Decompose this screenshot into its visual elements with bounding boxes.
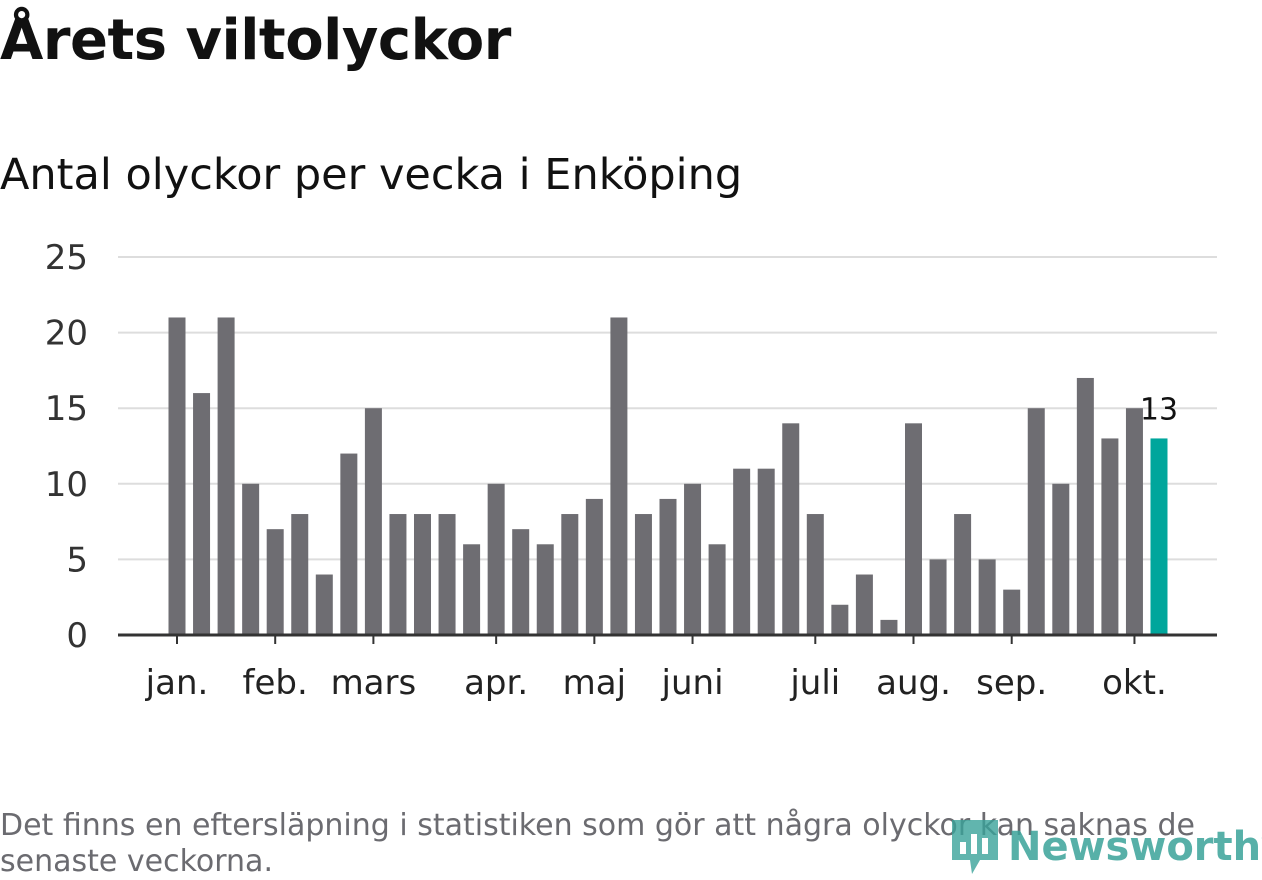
bar — [733, 468, 751, 635]
bar — [684, 483, 702, 635]
bar — [463, 544, 481, 635]
x-tick-label: feb. — [243, 663, 308, 703]
bar — [1125, 408, 1143, 635]
bar — [315, 574, 333, 635]
bar — [1052, 483, 1070, 635]
newsworthy-logo: Newsworthy — [950, 816, 1262, 878]
bar — [855, 574, 873, 635]
x-tick-label: mars — [331, 663, 417, 703]
bar — [929, 559, 947, 635]
bar — [536, 544, 554, 635]
y-tick-label: 20 — [45, 314, 88, 354]
bar — [782, 423, 800, 635]
bar — [610, 317, 628, 635]
bar — [708, 544, 726, 635]
bar — [954, 514, 972, 635]
bar — [389, 514, 407, 635]
bar — [217, 317, 235, 635]
x-tick-label: juli — [789, 663, 840, 703]
bar — [1076, 377, 1094, 635]
bar — [634, 514, 652, 635]
bar — [1003, 589, 1021, 635]
y-tick-label: 15 — [45, 389, 88, 429]
y-tick-label: 25 — [45, 238, 88, 278]
bar — [193, 393, 211, 635]
x-axis — [118, 633, 1217, 644]
bar — [978, 559, 996, 635]
bar — [561, 514, 579, 635]
x-tick-label: okt. — [1102, 663, 1167, 703]
bar — [1027, 408, 1045, 635]
bar — [414, 514, 431, 635]
bar — [340, 453, 358, 635]
x-tick-label: maj — [563, 663, 626, 703]
data-label: 13 — [1140, 392, 1178, 427]
bar — [512, 529, 530, 635]
bar — [806, 514, 824, 635]
x-tick-label: jan. — [145, 663, 209, 703]
chart-title: Årets viltolyckor — [0, 8, 511, 73]
bar — [291, 514, 309, 635]
bar — [905, 423, 922, 635]
bar-highlight — [1150, 438, 1168, 635]
bar — [880, 619, 898, 635]
bar — [585, 498, 603, 635]
bar — [659, 498, 677, 635]
bar — [364, 408, 382, 635]
bar — [242, 483, 260, 635]
bar — [757, 468, 775, 635]
x-tick-label: juni — [661, 663, 724, 703]
axis-labels: 0 5 10 15 20 25 13 jan. feb. mars apr. maj juni juli a… — [45, 238, 1178, 703]
bar — [168, 317, 186, 635]
x-tick-label: apr. — [464, 663, 528, 703]
bar — [1101, 438, 1119, 635]
bar — [831, 604, 849, 635]
bar — [266, 529, 284, 635]
x-tick-label: aug. — [876, 663, 951, 703]
bar — [487, 483, 505, 635]
y-tick-label: 5 — [66, 540, 88, 580]
x-tick-label: sep. — [976, 663, 1047, 703]
y-tick-label: 0 — [66, 616, 88, 656]
bar — [438, 514, 456, 635]
newsworthy-logo-icon — [952, 820, 998, 874]
logo-text: Newsworthy — [1008, 824, 1262, 870]
y-tick-label: 10 — [45, 465, 88, 505]
bars — [168, 317, 1168, 635]
chart-subtitle: Antal olyckor per vecka i Enköping — [0, 150, 743, 200]
